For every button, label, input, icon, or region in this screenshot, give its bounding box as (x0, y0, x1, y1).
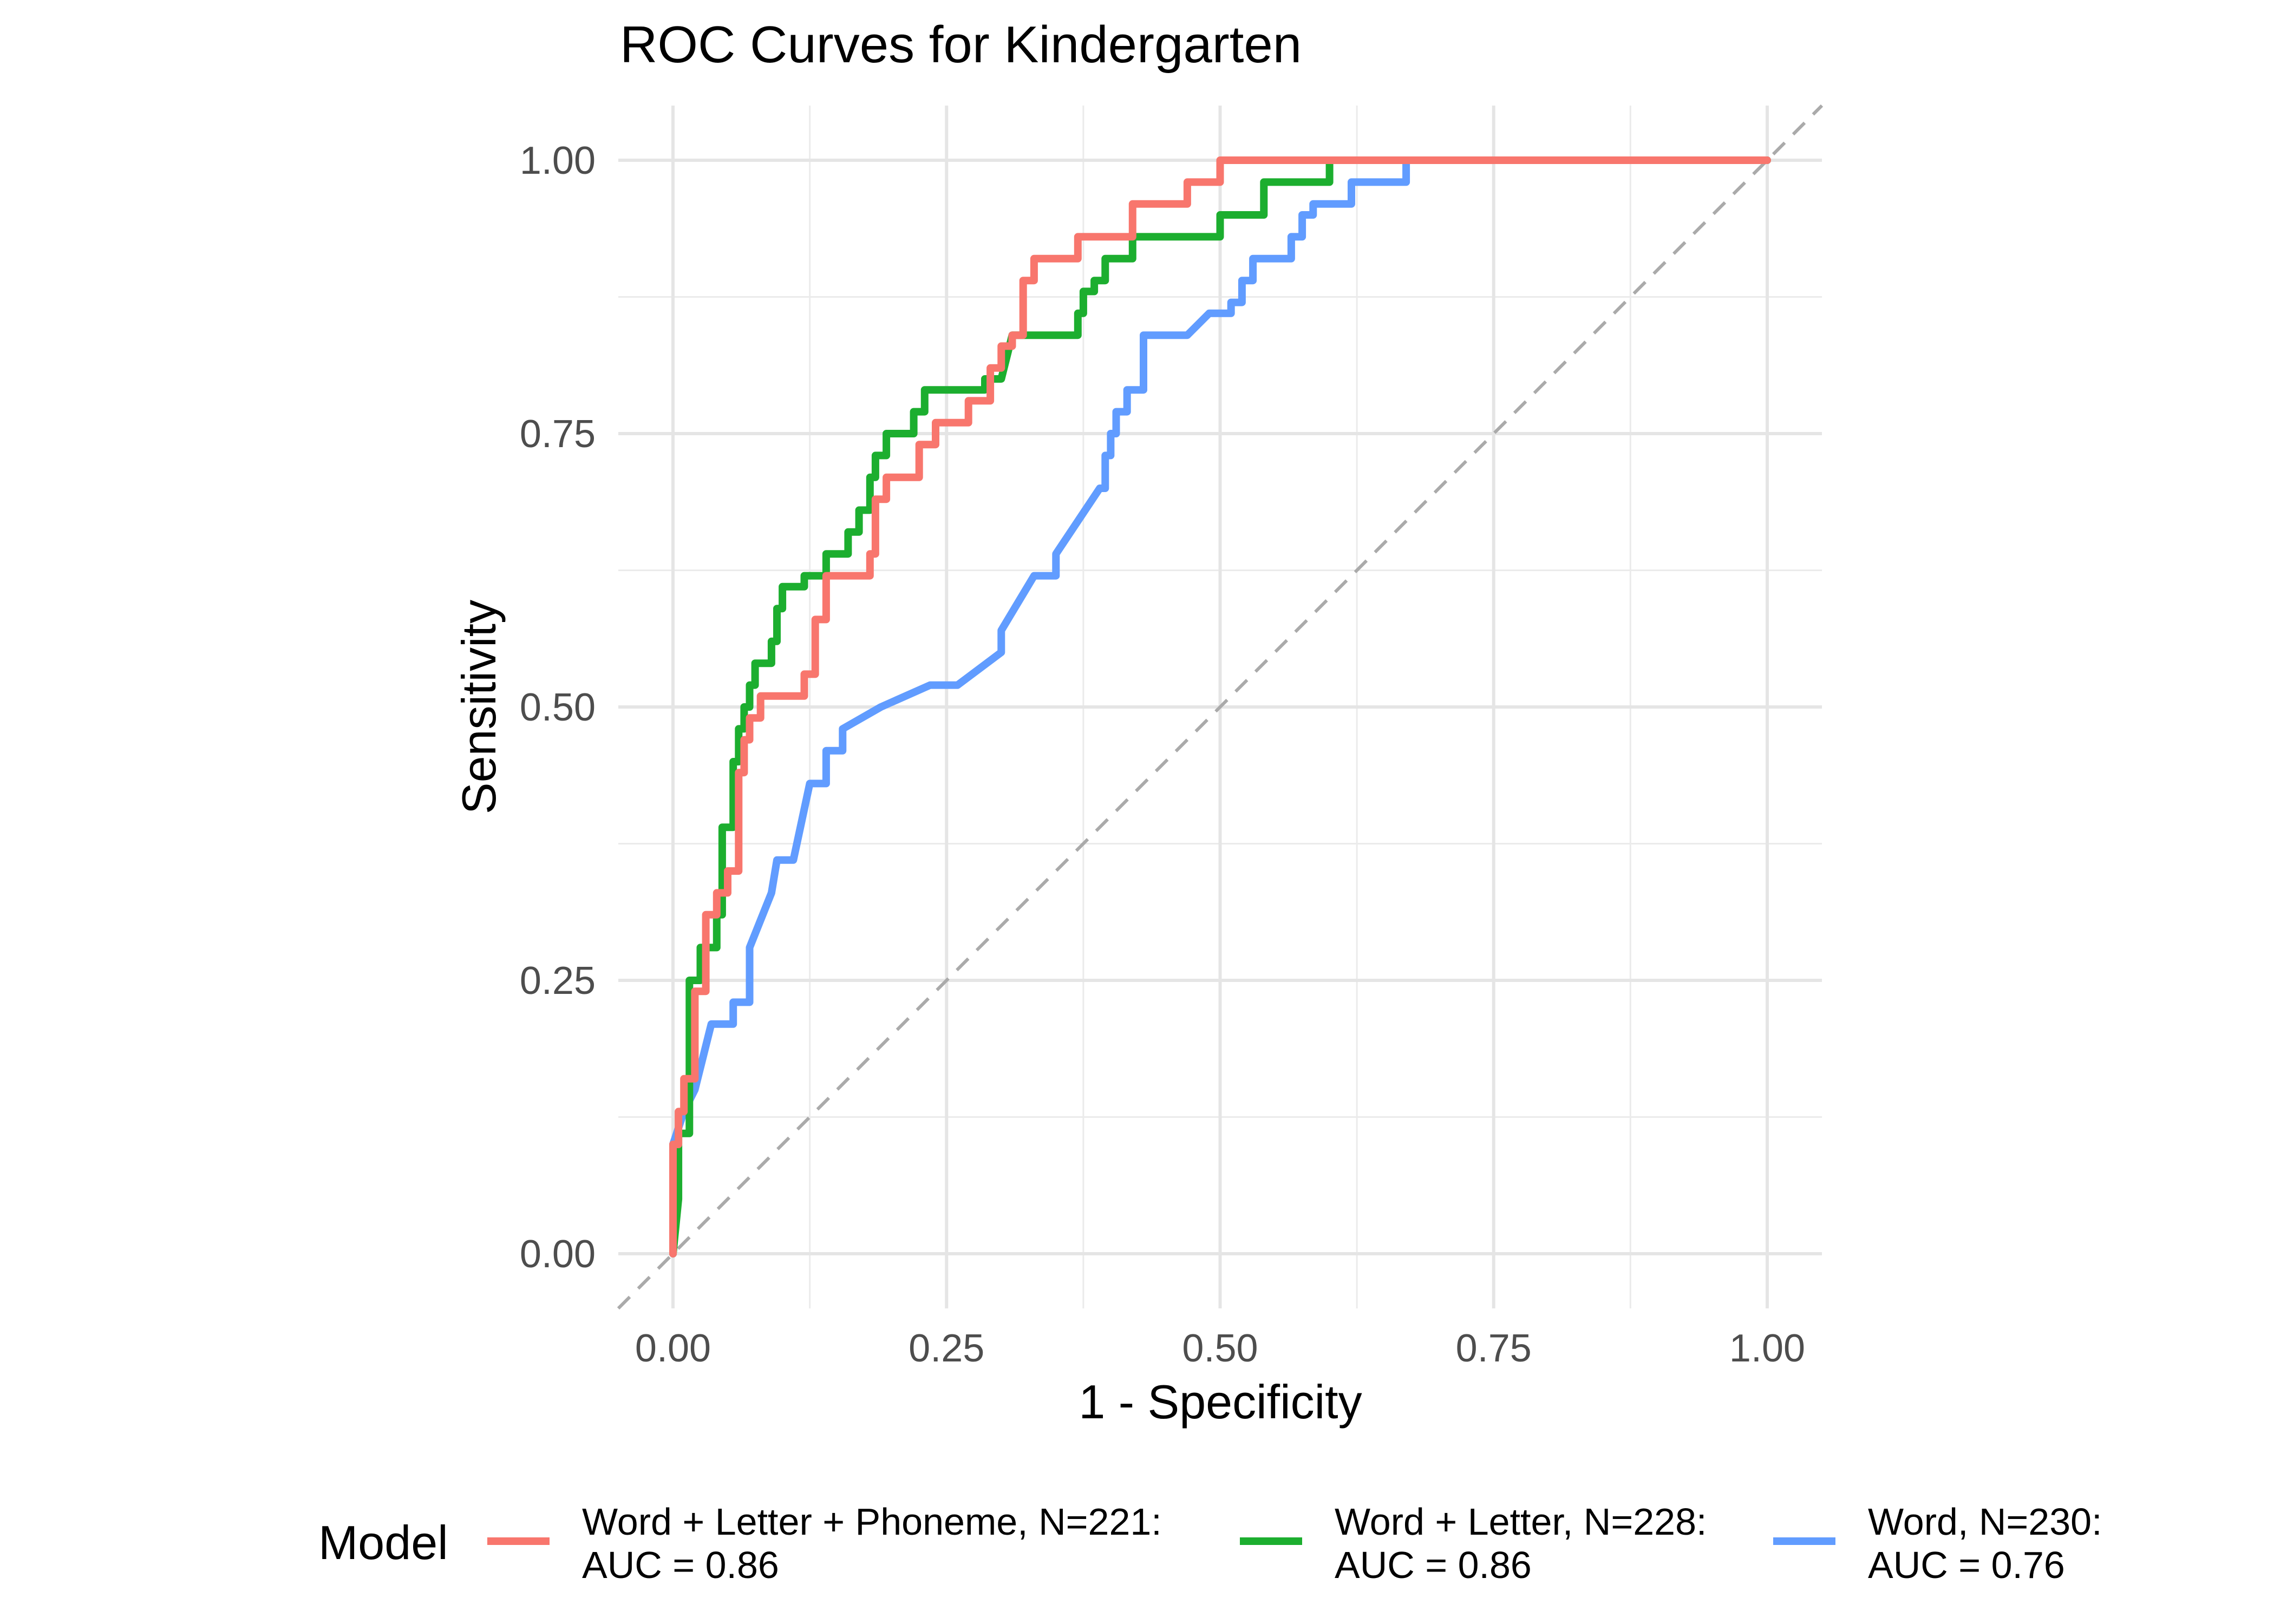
roc-curve-word-letter-phoneme (669, 156, 1771, 1258)
y-tick-label: 0.50 (520, 686, 596, 729)
reference-diagonal-line (617, 104, 1824, 1310)
legend-item: Word + Letter, N=228: AUC = 0.86 (1240, 1501, 1707, 1586)
legend-auc: AUC = 0.76 (1868, 1544, 2065, 1586)
x-axis-label: 1 - Specificity (1079, 1375, 1362, 1429)
x-tick-label: 0.50 (1182, 1327, 1258, 1370)
legend-item: Word + Letter + Phoneme, N=221: AUC = 0.… (487, 1501, 1162, 1586)
x-tick-label: 1.00 (1729, 1327, 1805, 1370)
y-tick-label: 0.25 (520, 959, 596, 1003)
y-tick-label: 0.00 (520, 1233, 596, 1276)
roc-curve-word (669, 156, 1771, 1258)
y-axis-label: Sensitivity (452, 600, 506, 814)
legend-title: Model (318, 1516, 448, 1569)
legend-auc: AUC = 0.86 (1335, 1544, 1532, 1586)
x-tick-label: 0.00 (635, 1327, 711, 1370)
legend-label: Word + Letter + Phoneme, N=221: (582, 1501, 1162, 1543)
legend-label: Word, N=230: (1868, 1501, 2102, 1543)
x-tick-label: 0.25 (909, 1327, 984, 1370)
roc-curve-word-letter (669, 156, 1771, 1258)
series-group (669, 156, 1771, 1258)
tick-labels: 0.00 0.25 0.50 0.75 1.00 0.00 0.25 0.50 0.75 1.00 (520, 139, 1805, 1370)
chart-title: ROC Curves for Kindergarten (620, 16, 1302, 74)
y-tick-label: 0.75 (520, 412, 596, 456)
y-tick-label: 1.00 (520, 139, 596, 182)
legend: Model Word + Letter + Phoneme, N=221: AU… (318, 1501, 2102, 1586)
legend-auc: AUC = 0.86 (582, 1544, 779, 1586)
legend-label: Word + Letter, N=228: (1335, 1501, 1707, 1543)
x-tick-label: 0.75 (1456, 1327, 1532, 1370)
legend-item: Word, N=230: AUC = 0.76 (1773, 1501, 2102, 1586)
